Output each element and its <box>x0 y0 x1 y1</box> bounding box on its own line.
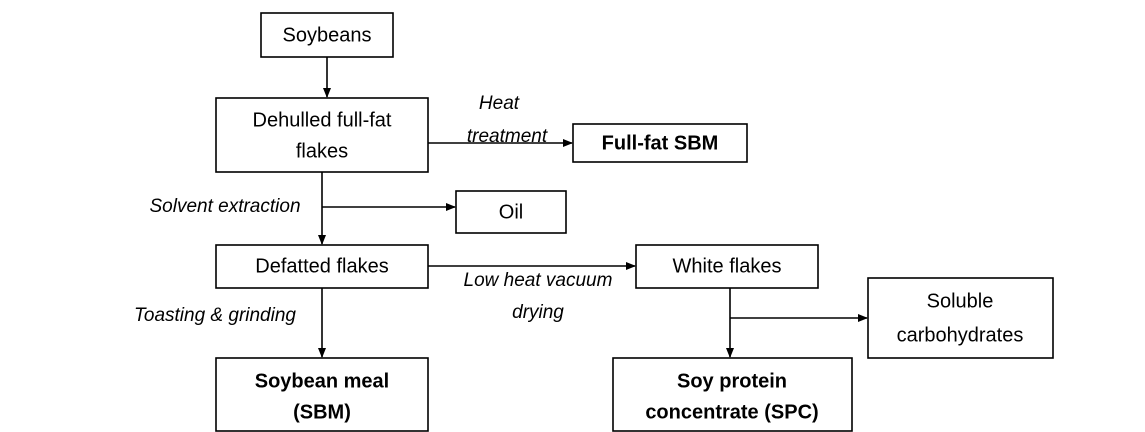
node-box <box>215 357 429 432</box>
node-label: Dehulled full-fat <box>253 109 392 131</box>
node-label: Soybeans <box>283 24 372 46</box>
node-label: White flakes <box>673 255 782 277</box>
node-box <box>867 277 1054 359</box>
node-box <box>572 123 748 163</box>
node-box <box>215 97 429 173</box>
edge-label: Toasting & grinding <box>134 305 296 326</box>
node-box <box>260 12 394 58</box>
node-label: Soy protein <box>677 370 787 392</box>
node-label: carbohydrates <box>897 324 1024 346</box>
node-label: Full-fat SBM <box>602 132 719 154</box>
node-box <box>612 357 853 432</box>
edge-label: drying <box>512 302 564 323</box>
edge-label: Heat <box>479 93 520 114</box>
node-label: Defatted flakes <box>255 255 388 277</box>
node-box <box>455 190 567 234</box>
node-label: Soybean meal <box>255 370 390 392</box>
node-box <box>635 244 819 289</box>
node-label: Oil <box>499 201 523 223</box>
edge-label: Solvent extraction <box>149 196 300 217</box>
edge-label: treatment <box>467 126 548 147</box>
node-label: (SBM) <box>293 401 351 423</box>
node-label: Soluble <box>927 290 994 312</box>
node-label: concentrate (SPC) <box>645 401 818 423</box>
node-label: flakes <box>296 140 348 162</box>
edge-label: Low heat vacuum <box>464 270 613 291</box>
